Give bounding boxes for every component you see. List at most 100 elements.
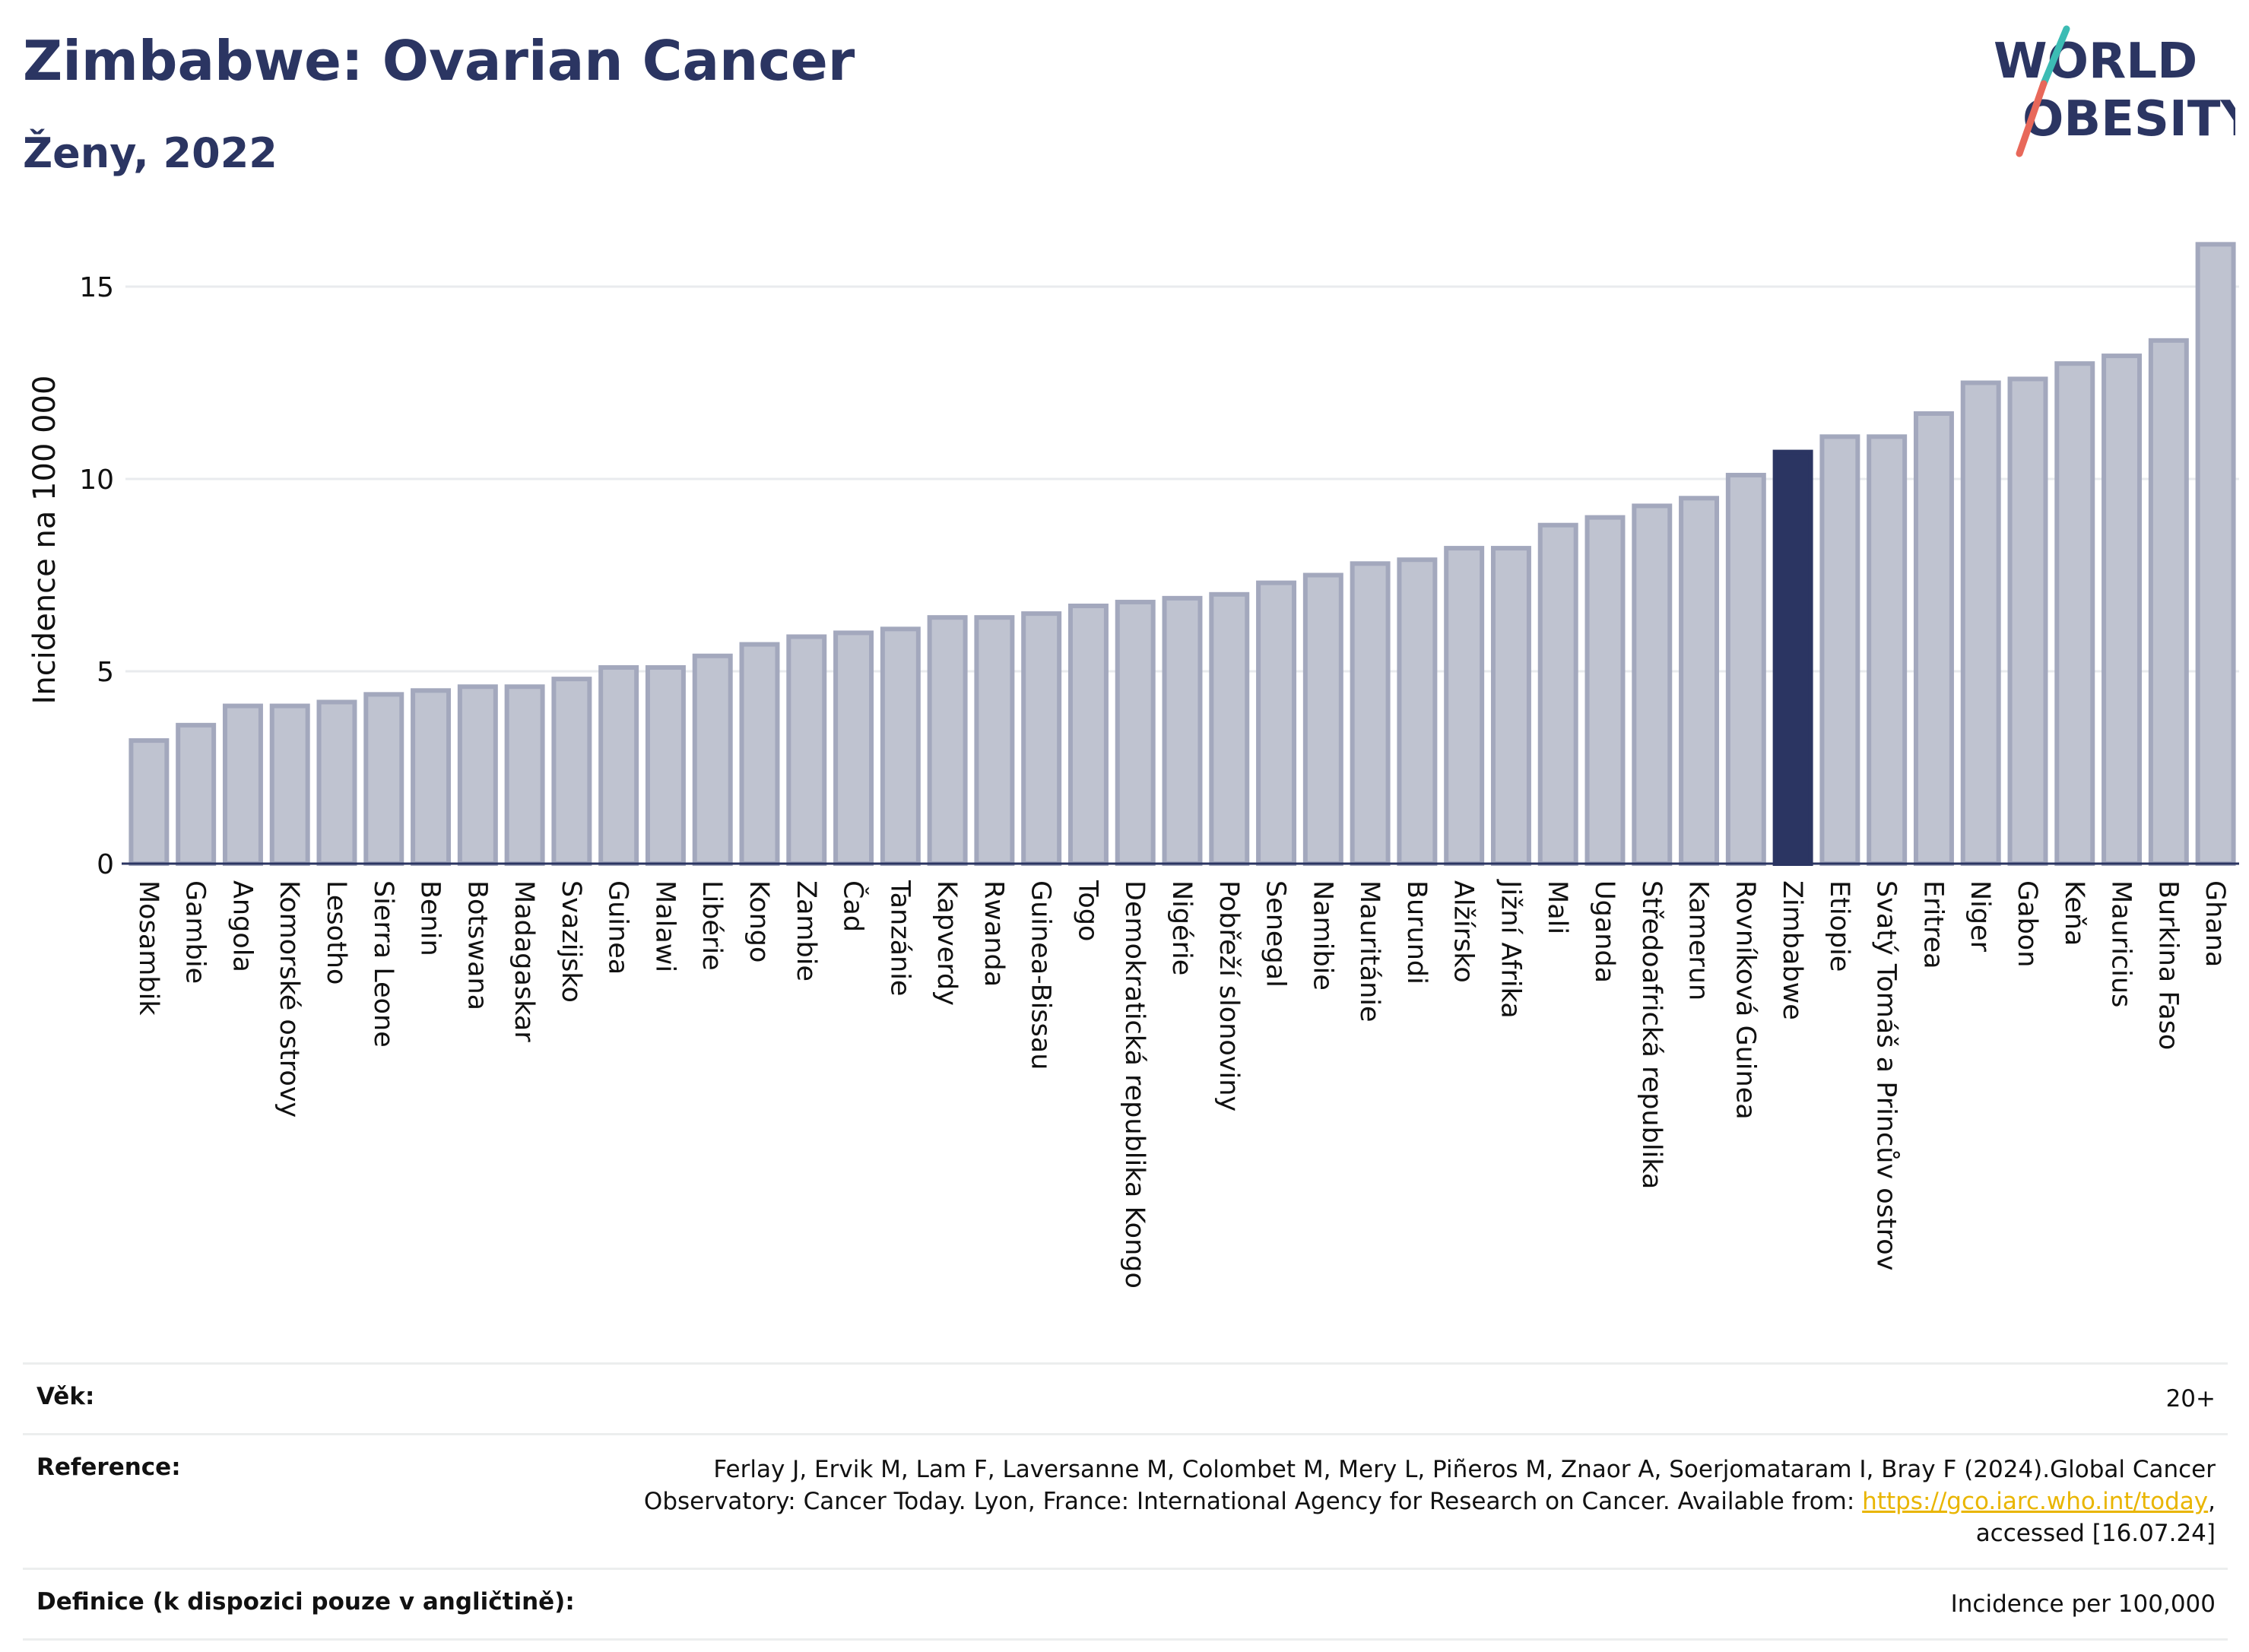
x-tick-label: Zambie — [791, 880, 821, 981]
definition-label: Definice (k dispozici pouze v angličtině… — [23, 1568, 614, 1641]
x-tick-label: Kamerun — [1683, 880, 1714, 1000]
x-tick-label: Kapverdy — [931, 880, 962, 1006]
bar — [222, 703, 263, 866]
y-tick-label: 15 — [79, 272, 114, 303]
bar — [833, 630, 874, 867]
bar — [1067, 603, 1109, 866]
bar — [2007, 376, 2048, 866]
bar — [1960, 380, 2001, 866]
bar — [739, 642, 780, 867]
bar — [1490, 546, 1531, 866]
reference-line1: Ferlay J, Ervik M, Lam F, Laversanne M, … — [713, 1456, 2216, 1483]
y-tick-labels: 0 5 10 15 — [79, 272, 114, 880]
x-tick-label: Libérie — [696, 880, 727, 971]
reference-link[interactable]: https://gco.iarc.who.int/today — [1862, 1488, 2209, 1515]
bar — [1772, 449, 1813, 866]
bars-layer — [128, 242, 2236, 867]
x-tick-label: Mali — [1542, 880, 1572, 934]
bar — [1115, 599, 1156, 866]
x-tick-label: Burundi — [1401, 880, 1432, 985]
x-tick-label: Madagaskar — [509, 880, 539, 1042]
bar — [1679, 496, 1720, 866]
x-tick-label: Svatý Tomáš a Princův ostrov — [1871, 880, 1902, 1270]
definition-value: Incidence per 100,000 — [614, 1568, 2228, 1641]
bar — [1302, 572, 1343, 866]
x-tick-label: Nigérie — [1166, 880, 1197, 975]
bar — [974, 615, 1015, 866]
x-tick-label: Středoafrická republika — [1636, 880, 1667, 1189]
x-tick-label: Rwanda — [979, 880, 1009, 987]
bar — [1209, 591, 1250, 866]
bar — [1584, 515, 1626, 866]
x-tick-label: Kongo — [744, 880, 774, 962]
bar — [363, 692, 404, 866]
y-tick-label: 0 — [97, 849, 114, 880]
bar — [1819, 434, 1860, 866]
x-tick-label: Svazijsko — [556, 880, 586, 1003]
x-tick-label: Čad — [838, 880, 870, 932]
age-value: 20+ — [614, 1362, 2228, 1435]
x-tick-label: Uganda — [1589, 880, 1619, 983]
x-tick-label: Burkina Faso — [2152, 880, 2183, 1050]
bar — [411, 688, 452, 866]
x-tick-label: Etiopie — [1824, 880, 1854, 972]
bar — [1537, 522, 1578, 866]
x-tick-label: Guinea-Bissau — [1026, 880, 1056, 1070]
reference-value: Ferlay J, Ervik M, Lam F, Laversanne M, … — [614, 1433, 2228, 1569]
chart-title: Zimbabwe: Ovarian Cancer — [23, 29, 855, 93]
reference-label: Reference: — [23, 1433, 614, 1569]
info-table: Věk: 20+ Reference: Ferlay J, Ervik M, L… — [23, 1362, 2228, 1641]
bar — [128, 738, 170, 867]
x-tick-label: Komorské ostrovy — [274, 880, 304, 1118]
y-axis-label: Incidence na 100 000 — [27, 376, 62, 705]
definition-row: Definice (k dispozici pouze v angličtině… — [23, 1568, 2228, 1641]
logo-slash-teal — [2040, 25, 2070, 87]
bar — [1021, 611, 1062, 866]
y-tick-label: 10 — [79, 465, 114, 496]
x-tick-label: Malawi — [649, 880, 680, 972]
reference-row: Reference: Ferlay J, Ervik M, Lam F, Lav… — [23, 1433, 2228, 1569]
y-tick-label: 5 — [97, 657, 114, 688]
x-tick-label: Sierra Leone — [368, 880, 398, 1048]
x-tick-label: Benin — [415, 880, 446, 956]
bar — [2101, 354, 2143, 866]
x-tick-label: Gambie — [180, 880, 211, 984]
bar — [316, 699, 357, 866]
x-tick-label: Ghana — [2200, 880, 2230, 967]
age-label: Věk: — [23, 1362, 614, 1435]
bar — [551, 677, 592, 866]
bar — [598, 664, 639, 866]
world-obesity-logo: WORLD OBESITY — [1994, 25, 2235, 157]
reference-line3: accessed [16.07.24] — [1975, 1520, 2216, 1547]
bar — [1725, 472, 1766, 866]
bar — [880, 626, 921, 867]
bar — [1256, 580, 1297, 866]
bar — [504, 684, 545, 866]
x-tick-label: Guinea — [603, 880, 633, 975]
x-tick-label: Keňa — [2059, 880, 2089, 946]
bar-chart: 0 5 10 15 Mosambik Gambie Angola Komorské ostr… — [27, 242, 2239, 1289]
bar — [1632, 503, 1673, 866]
age-row: Věk: 20+ — [23, 1362, 2228, 1435]
bar — [927, 615, 968, 866]
x-tick-label: Rovníková Guinea — [1730, 880, 1760, 1120]
bar — [1397, 557, 1438, 866]
bar — [176, 722, 217, 867]
bar — [692, 653, 733, 866]
x-tick-label: Senegal — [1261, 880, 1291, 988]
reference-link-comma: , — [2208, 1488, 2216, 1515]
bar — [2148, 338, 2189, 866]
bar — [2054, 361, 2095, 866]
x-tick-label: Eritrea — [1918, 880, 1948, 969]
x-tick-label: Zimbabwe — [1777, 880, 1807, 1020]
x-tick-label: Pobřeží slonoviny — [1213, 880, 1244, 1111]
x-tick-label: Mauritánie — [1354, 880, 1385, 1023]
x-tick-label: Gabon — [2012, 880, 2042, 967]
x-tick-label: Namibie — [1307, 880, 1337, 991]
x-tick-label: Tanzánie — [884, 880, 915, 996]
reference-line2: Observatory: Cancer Today. Lyon, France:… — [643, 1488, 1863, 1515]
x-tick-label: Alžírsko — [1448, 880, 1479, 983]
bar — [1350, 561, 1391, 866]
logo-text-obesity: OBESITY — [2022, 91, 2235, 147]
bar — [269, 703, 310, 866]
